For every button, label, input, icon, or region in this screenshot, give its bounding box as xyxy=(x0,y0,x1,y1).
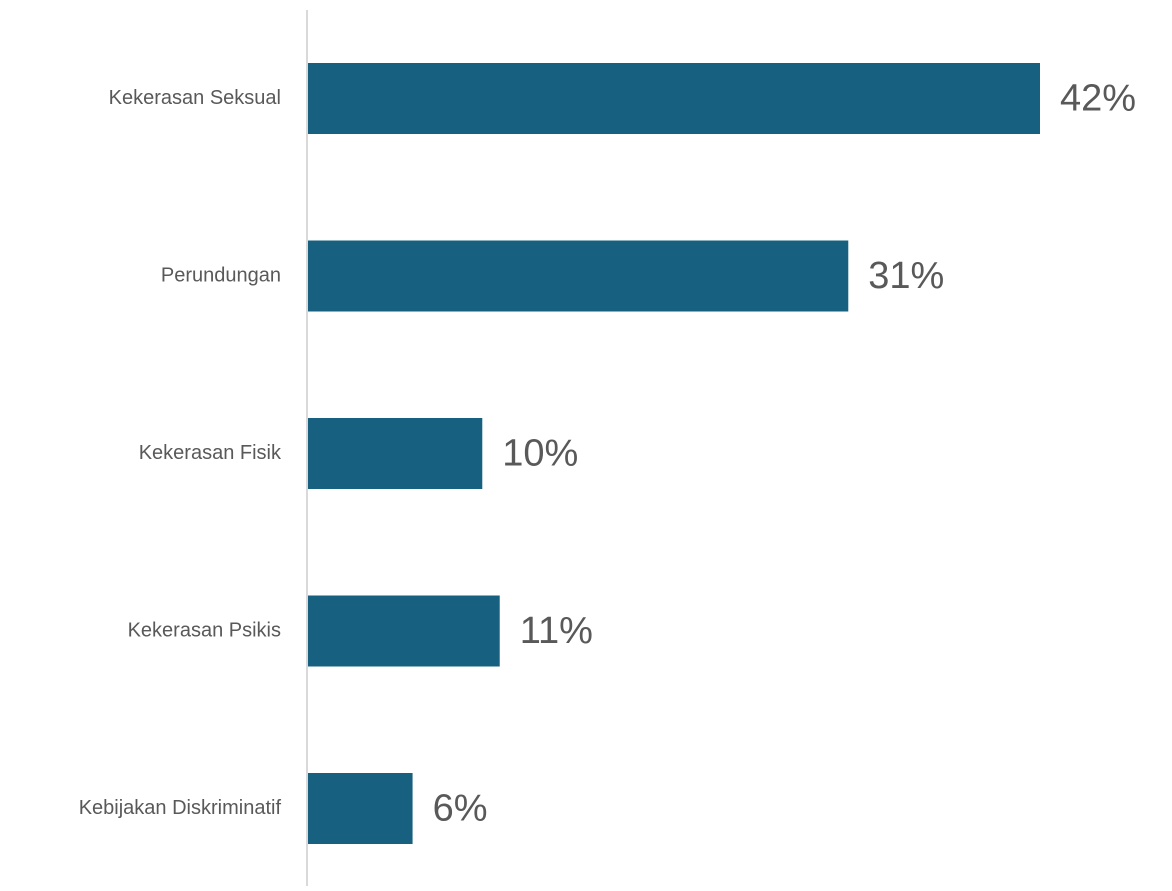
value-label: 10% xyxy=(502,433,578,475)
bar-2 xyxy=(308,240,849,312)
bar-3 xyxy=(308,418,483,489)
value-label: 42% xyxy=(1060,78,1136,120)
category-label: Kekerasan Psikis xyxy=(128,619,281,641)
bar-1 xyxy=(308,63,1040,134)
category-label: Perundungan xyxy=(161,264,281,286)
value-label: 6% xyxy=(433,788,488,830)
bars xyxy=(308,63,1040,844)
bar-5 xyxy=(308,773,413,844)
value-label: 31% xyxy=(868,255,944,297)
value-label: 11% xyxy=(520,610,593,652)
category-label: Kebijakan Diskriminatif xyxy=(79,797,282,819)
bar-4 xyxy=(308,595,500,667)
category-label: Kekerasan Fisik xyxy=(139,442,282,464)
value-labels: 42% 31% 10% 11% 6% xyxy=(433,78,1136,830)
category-label: Kekerasan Seksual xyxy=(109,87,281,109)
category-labels: Kekerasan Seksual Perundungan Kekerasan Fi… xyxy=(79,87,282,819)
